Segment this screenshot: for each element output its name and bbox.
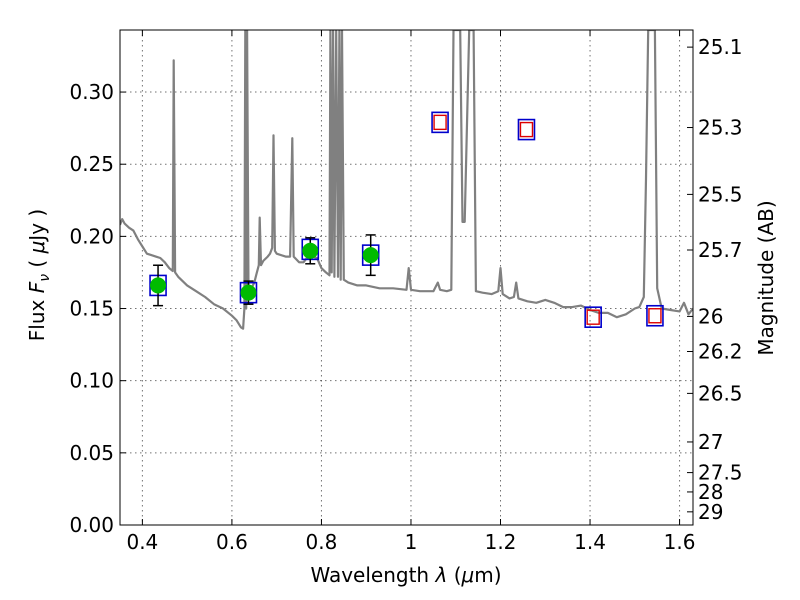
model-photometry-square <box>431 111 449 134</box>
x-tick-label: 1.6 <box>664 530 696 554</box>
observed-flux-point <box>362 247 379 264</box>
y2-tick-label: 26.2 <box>698 339 743 363</box>
upper-limit-marker <box>586 309 600 325</box>
photometry-points <box>149 111 664 328</box>
model-spectrum <box>120 30 693 330</box>
y2-tick-label: 25.3 <box>698 116 743 140</box>
upper-limit-marker <box>648 308 662 324</box>
x-tick-label: 1.2 <box>485 530 517 554</box>
model-photometry-square <box>517 118 536 141</box>
y-tick-label: 0.05 <box>69 441 114 465</box>
upper-limit-marker <box>519 121 534 138</box>
y2-tick-label: 25.5 <box>698 182 743 206</box>
y-tick-label: 0.25 <box>69 152 114 176</box>
y2-tick-label: 27 <box>698 430 723 454</box>
y2-tick-label: 27.5 <box>698 461 743 485</box>
x-axis-title: Wavelength λ (μm) <box>310 563 501 587</box>
y-tick-label: 0.20 <box>69 224 114 248</box>
model-photometry-square <box>646 304 664 327</box>
x-tick-label: 0.6 <box>216 530 248 554</box>
y-axis-title: Flux Fν ( μJy ) <box>25 209 53 341</box>
model-photometry-square <box>584 306 602 328</box>
observed-flux-point <box>240 284 257 301</box>
x-tick-label: 0.8 <box>306 530 338 554</box>
y2-tick-label: 25.7 <box>698 238 743 262</box>
axis-ticks: 0.4 0.6 0.8 1 1.2 1.4 1.6 0.00 0.05 0.10 0.15 0.20 0… <box>69 30 743 554</box>
x-tick-label: 1 <box>405 530 418 554</box>
plot-frame <box>119 29 694 526</box>
upper-limit-marker <box>433 114 447 131</box>
model-spectrum-line <box>120 30 693 330</box>
x-tick-label: 0.4 <box>126 530 158 554</box>
y2-tick-label: 28 <box>698 480 723 504</box>
y2-tick-label: 29 <box>698 500 723 524</box>
observed-flux-point <box>150 277 167 294</box>
y2-tick-label: 26.5 <box>698 381 743 405</box>
y-tick-label: 0.30 <box>69 80 114 104</box>
y2-tick-label: 26 <box>698 304 723 328</box>
observed-flux-point <box>302 242 319 259</box>
y2-tick-label: 25.1 <box>698 35 743 59</box>
grid <box>120 30 693 526</box>
y-tick-label: 0.00 <box>69 513 114 537</box>
y-tick-label: 0.10 <box>69 369 114 393</box>
y2-axis-title: Magnitude (AB) <box>754 200 778 355</box>
y-tick-label: 0.15 <box>69 297 114 321</box>
x-tick-label: 1.4 <box>574 530 606 554</box>
